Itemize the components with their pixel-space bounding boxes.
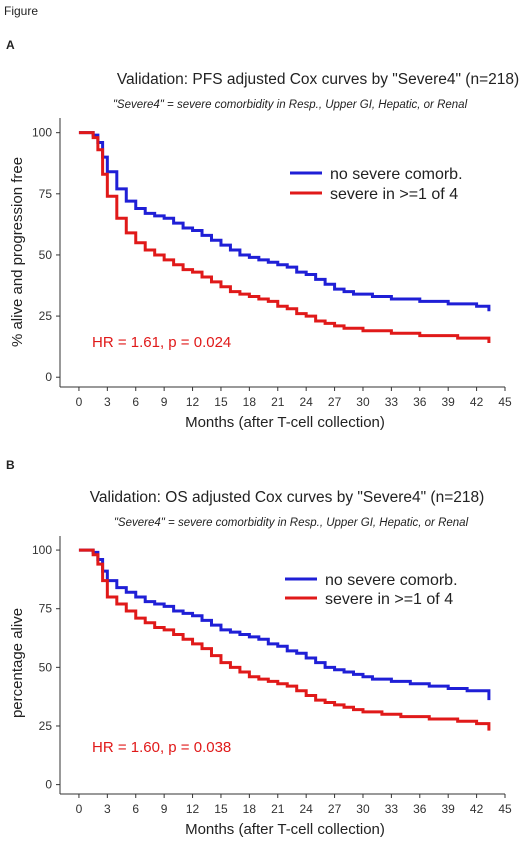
x-tick-label: 6 bbox=[132, 395, 139, 409]
x-tick-label: 33 bbox=[385, 802, 399, 816]
legend-label-severe: severe in >=1 of 4 bbox=[325, 591, 453, 608]
x-tick-label: 3 bbox=[104, 802, 111, 816]
x-tick-label: 0 bbox=[76, 395, 83, 409]
x-tick-label: 3 bbox=[104, 395, 111, 409]
x-tick-label: 6 bbox=[132, 802, 139, 816]
os-chart: Validation: OS adjusted Cox curves by "S… bbox=[9, 489, 512, 838]
chart-title: Validation: OS adjusted Cox curves by "S… bbox=[90, 489, 485, 506]
chart-subtitle: "Severe4" = severe comorbidity in Resp.,… bbox=[114, 517, 469, 529]
x-tick-label: 0 bbox=[76, 802, 83, 816]
x-axis-label: Months (after T-cell collection) bbox=[185, 821, 385, 838]
x-tick-label: 18 bbox=[243, 802, 257, 816]
y-axis-label: % alive and progression free bbox=[9, 157, 26, 347]
x-tick-label: 21 bbox=[271, 395, 285, 409]
x-tick-label: 45 bbox=[498, 802, 512, 816]
legend: no severe comorb. severe in >=1 of 4 bbox=[290, 166, 463, 203]
x-tick-label: 27 bbox=[328, 802, 342, 816]
figure-label: Figure bbox=[4, 4, 39, 18]
y-tick-label: 100 bbox=[32, 126, 52, 140]
y-tick-label: 75 bbox=[39, 602, 53, 616]
x-tick-label: 30 bbox=[356, 802, 370, 816]
x-tick-label: 18 bbox=[243, 395, 257, 409]
x-tick-label: 9 bbox=[161, 395, 168, 409]
series-line-no-severe bbox=[78, 548, 491, 701]
x-tick-label: 39 bbox=[442, 395, 456, 409]
x-tick-label: 27 bbox=[328, 395, 342, 409]
hazard-ratio-annotation: HR = 1.61, p = 0.024 bbox=[92, 334, 231, 351]
x-tick-label: 12 bbox=[186, 802, 200, 816]
x-tick-label: 9 bbox=[161, 802, 168, 816]
y-tick-label: 0 bbox=[45, 778, 52, 792]
y-tick-label: 50 bbox=[39, 248, 53, 262]
y-tick-label: 25 bbox=[39, 719, 53, 733]
chart-subtitle: "Severe4" = severe comorbidity in Resp.,… bbox=[113, 99, 468, 111]
x-tick-label: 24 bbox=[299, 802, 313, 816]
y-tick-label: 75 bbox=[39, 187, 53, 201]
x-tick-label: 12 bbox=[186, 395, 200, 409]
x-tick-label: 15 bbox=[214, 395, 228, 409]
x-tick-label: 39 bbox=[442, 802, 456, 816]
pfs-chart: Validation: PFS adjusted Cox curves by "… bbox=[9, 71, 519, 431]
y-tick-label: 25 bbox=[39, 309, 53, 323]
x-tick-label: 42 bbox=[470, 802, 484, 816]
series-line-severe bbox=[78, 548, 491, 731]
panel-b-label: B bbox=[6, 458, 15, 472]
x-axis-label: Months (after T-cell collection) bbox=[185, 414, 385, 431]
x-tick-label: 36 bbox=[413, 395, 427, 409]
x-tick-label: 15 bbox=[214, 802, 228, 816]
x-tick-label: 45 bbox=[498, 395, 512, 409]
legend-label-severe: severe in >=1 of 4 bbox=[330, 186, 458, 203]
y-axis-label: percentage alive bbox=[9, 608, 26, 718]
x-tick-label: 42 bbox=[470, 395, 484, 409]
y-tick-label: 50 bbox=[39, 660, 53, 674]
chart-title: Validation: PFS adjusted Cox curves by "… bbox=[117, 71, 519, 88]
series-line-no-severe bbox=[78, 131, 491, 312]
series-line-severe bbox=[78, 131, 491, 343]
x-tick-label: 36 bbox=[413, 802, 427, 816]
legend-label-no-severe: no severe comorb. bbox=[330, 166, 463, 183]
x-tick-label: 33 bbox=[385, 395, 399, 409]
x-tick-label: 30 bbox=[356, 395, 370, 409]
x-tick-label: 24 bbox=[299, 395, 313, 409]
legend-label-no-severe: no severe comorb. bbox=[325, 572, 458, 589]
y-tick-label: 100 bbox=[32, 543, 52, 557]
panel-a-label: A bbox=[6, 38, 15, 52]
y-tick-label: 0 bbox=[45, 370, 52, 384]
hazard-ratio-annotation: HR = 1.60, p = 0.038 bbox=[92, 739, 231, 756]
x-tick-label: 21 bbox=[271, 802, 285, 816]
legend: no severe comorb. severe in >=1 of 4 bbox=[285, 572, 458, 608]
